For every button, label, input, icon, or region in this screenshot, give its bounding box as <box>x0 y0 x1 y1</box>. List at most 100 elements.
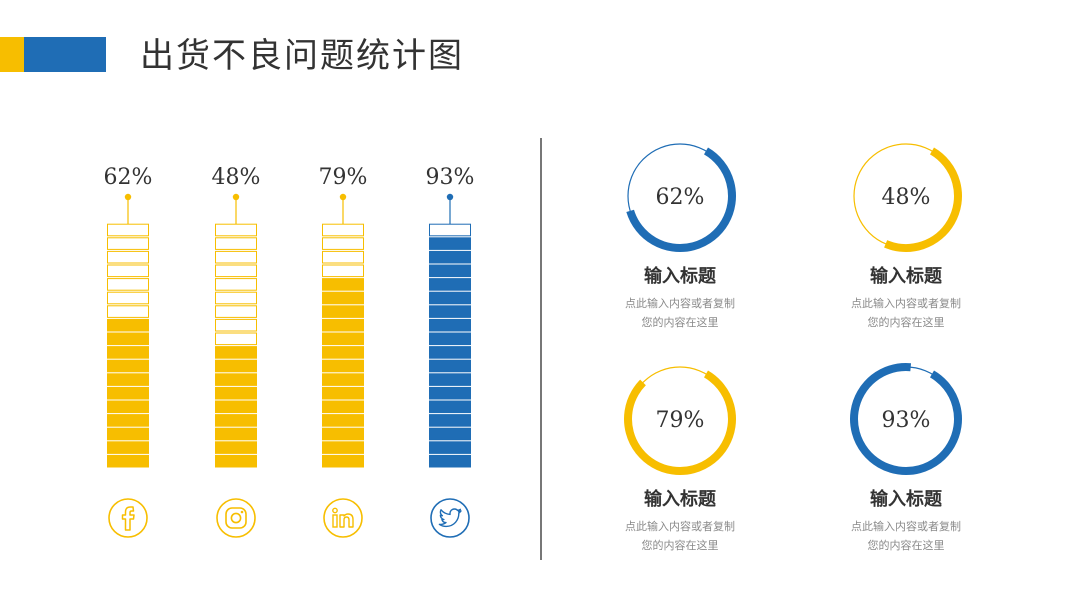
bar-segment-empty <box>322 223 364 237</box>
bar-segment-empty <box>107 223 149 237</box>
bar-segment-empty <box>429 223 471 237</box>
bar-segment-filled <box>107 454 149 468</box>
bar-segment-filled <box>215 427 257 441</box>
bar-segment-filled <box>322 318 364 332</box>
card-title: 输入标题 <box>870 266 942 287</box>
card-desc-line2: 您的内容在这里 <box>867 316 945 329</box>
card-desc-line1: 点此输入内容或者复制 <box>851 520 961 533</box>
segmented-bar-chart: 62% 48% 79% 93% <box>104 165 475 538</box>
bar-segment-empty <box>322 250 364 264</box>
bar-segment-empty <box>215 332 257 346</box>
bar-segment-empty <box>215 237 257 250</box>
bar-segment-filled <box>215 386 257 400</box>
bar-segment-filled <box>322 386 364 400</box>
bar-segment-filled <box>429 441 471 454</box>
bar-segment-empty <box>107 264 149 278</box>
card-title: 输入标题 <box>644 489 716 510</box>
bar-segment-filled <box>322 359 364 373</box>
progress-ring: 93% <box>850 363 962 476</box>
bar-segment-filled <box>429 332 471 346</box>
linkedin-icon <box>323 498 363 538</box>
bar-segment-filled <box>107 332 149 346</box>
bar-segment-empty <box>322 264 364 278</box>
progress-ring: 48% <box>850 140 962 252</box>
card-desc-line1: 点此输入内容或者复制 <box>625 520 735 533</box>
bar-segment-filled <box>429 237 471 250</box>
bar-segment-filled <box>215 400 257 414</box>
bar-value-label: 79% <box>319 165 368 190</box>
bar-segment-filled <box>107 400 149 414</box>
bar-segment-filled <box>322 278 364 291</box>
bar-segment-filled <box>322 373 364 386</box>
bar-value-label: 93% <box>426 165 475 190</box>
bar-segment-empty <box>107 237 149 250</box>
bar-segment-filled <box>107 359 149 373</box>
bar-segment-filled <box>322 400 364 414</box>
ring-value-label: 79% <box>656 408 705 433</box>
bar-segment-filled <box>429 414 471 427</box>
stat-card: 79% 输入标题 点此输入内容或者复制 您的内容在这里 <box>585 361 775 555</box>
bar-segment-filled <box>322 305 364 318</box>
bar-segment-filled <box>322 454 364 468</box>
bar-segment-filled <box>429 359 471 373</box>
bar-segment-filled <box>429 278 471 291</box>
progress-ring: 79% <box>624 363 736 476</box>
instagram-icon <box>216 498 256 538</box>
bar-segment-empty <box>322 237 364 250</box>
bar-segment-filled <box>107 441 149 454</box>
bar-twitter: 93% <box>426 165 475 468</box>
card-desc-line1: 点此输入内容或者复制 <box>851 297 961 310</box>
ring-value-label: 48% <box>882 185 931 210</box>
card-title: 输入标题 <box>644 266 716 287</box>
card-desc-line2: 您的内容在这里 <box>867 539 945 552</box>
bar-segment-filled <box>107 318 149 332</box>
bar-segment-empty <box>215 291 257 305</box>
bar-linkedin: 79% <box>319 165 368 468</box>
bar-segment-filled <box>107 373 149 386</box>
bar-segment-empty <box>215 278 257 291</box>
stat-card: 48% 输入标题 点此输入内容或者复制 您的内容在这里 <box>811 138 1001 332</box>
bar-segment-empty <box>215 318 257 332</box>
bar-facebook: 62% <box>104 165 153 468</box>
bar-segment-empty <box>215 223 257 237</box>
bar-segment-empty <box>107 278 149 291</box>
twitter-icon <box>430 498 470 538</box>
bar-segment-filled <box>429 318 471 332</box>
bar-value-label: 48% <box>212 165 261 190</box>
title-accent-blue <box>24 37 106 72</box>
bar-segment-filled <box>215 373 257 386</box>
bar-segment-filled <box>107 346 149 359</box>
card-desc-line2: 您的内容在这里 <box>641 539 719 552</box>
bar-segment-filled <box>215 441 257 454</box>
bar-segment-filled <box>429 427 471 441</box>
card-description: 点此输入内容或者复制 您的内容在这里 <box>585 517 775 555</box>
bar-segment-filled <box>322 414 364 427</box>
bar-segment-filled <box>429 264 471 278</box>
bar-value-label: 62% <box>104 165 153 190</box>
bar-segment-empty <box>215 264 257 278</box>
bar-segment-empty <box>107 305 149 318</box>
facebook-icon <box>108 498 148 538</box>
bar-segment-empty <box>107 291 149 305</box>
card-description: 点此输入内容或者复制 您的内容在这里 <box>811 294 1001 332</box>
bar-segment-filled <box>429 386 471 400</box>
bar-segment-filled <box>215 346 257 359</box>
card-description: 点此输入内容或者复制 您的内容在这里 <box>585 294 775 332</box>
stat-card: 62% 输入标题 点此输入内容或者复制 您的内容在这里 <box>585 138 775 332</box>
bar-segment-filled <box>322 427 364 441</box>
bar-segment-filled <box>322 291 364 305</box>
bar-segment-filled <box>215 454 257 468</box>
bar-segment-filled <box>107 427 149 441</box>
bar-segment-filled <box>429 250 471 264</box>
title-accent-yellow <box>0 37 24 72</box>
bar-segment-filled <box>107 414 149 427</box>
bar-segment-filled <box>322 441 364 454</box>
progress-ring: 62% <box>624 140 736 252</box>
bar-segment-filled <box>322 346 364 359</box>
bar-segment-filled <box>429 373 471 386</box>
bar-instagram: 48% <box>212 165 261 468</box>
page-title: 出货不良问题统计图 <box>140 36 464 76</box>
bar-segment-empty <box>215 250 257 264</box>
ring-value-label: 93% <box>882 408 931 433</box>
bar-segment-empty <box>215 305 257 318</box>
